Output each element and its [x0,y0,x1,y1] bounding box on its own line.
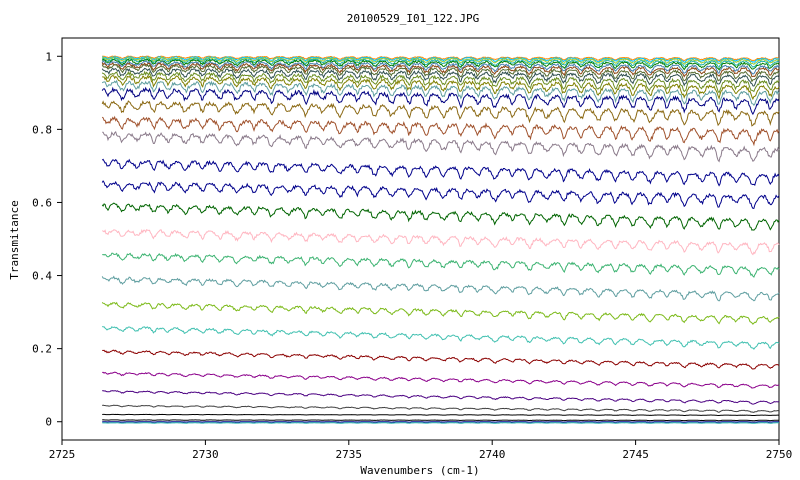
x-tick-label: 2750 [766,448,793,461]
series-line [102,252,780,278]
series-line [101,275,780,302]
series-line [101,180,780,209]
x-tick-label: 2740 [479,448,506,461]
x-axis-label: Wavenumbers (cm-1) [360,464,479,477]
series-line [102,390,780,405]
y-tick-label: 0.2 [32,343,52,356]
series-line [101,202,780,231]
y-tick-label: 0.4 [32,270,52,283]
x-tick-label: 2745 [622,448,649,461]
series-line [101,325,780,350]
series-line [101,115,780,147]
series-line [102,56,780,65]
x-tick-label: 2730 [192,448,219,461]
series-line [101,62,780,78]
series-line [102,131,780,163]
series-line [102,421,780,423]
x-tick-label: 2725 [49,448,76,461]
series-line [101,228,780,256]
series-line [102,404,780,413]
series-line [101,158,780,187]
y-tick-label: 1 [45,50,52,63]
series-line [102,419,780,422]
series-line [101,100,780,127]
chart-title: 20100529_I01_122.JPG [347,12,479,25]
series-line [102,422,779,424]
series-line [101,67,780,87]
y-tick-label: 0.8 [32,123,52,136]
series-line [101,70,780,94]
series-line [102,349,780,370]
series-line [102,74,780,101]
series-line [101,64,780,83]
y-axis-ticks: 0 0.2 0.4 0.6 0.8 1 [32,50,62,429]
series-line [101,60,780,75]
series-layer [101,55,780,424]
x-tick-label: 2735 [336,448,363,461]
x-axis-ticks: 2725 2730 2735 2740 2745 2750 [49,440,793,461]
series-line [101,86,780,116]
series-line [101,79,780,107]
y-tick-label: 0 [45,416,52,429]
plot-frame [61,37,780,441]
series-line [102,371,780,389]
series-line [102,56,780,63]
series-line [101,57,780,69]
series-line [101,301,780,325]
series-line [101,58,780,71]
y-axis-label: Transmitance [8,200,21,279]
series-line [102,413,780,416]
y-tick-label: 0.6 [32,196,52,209]
